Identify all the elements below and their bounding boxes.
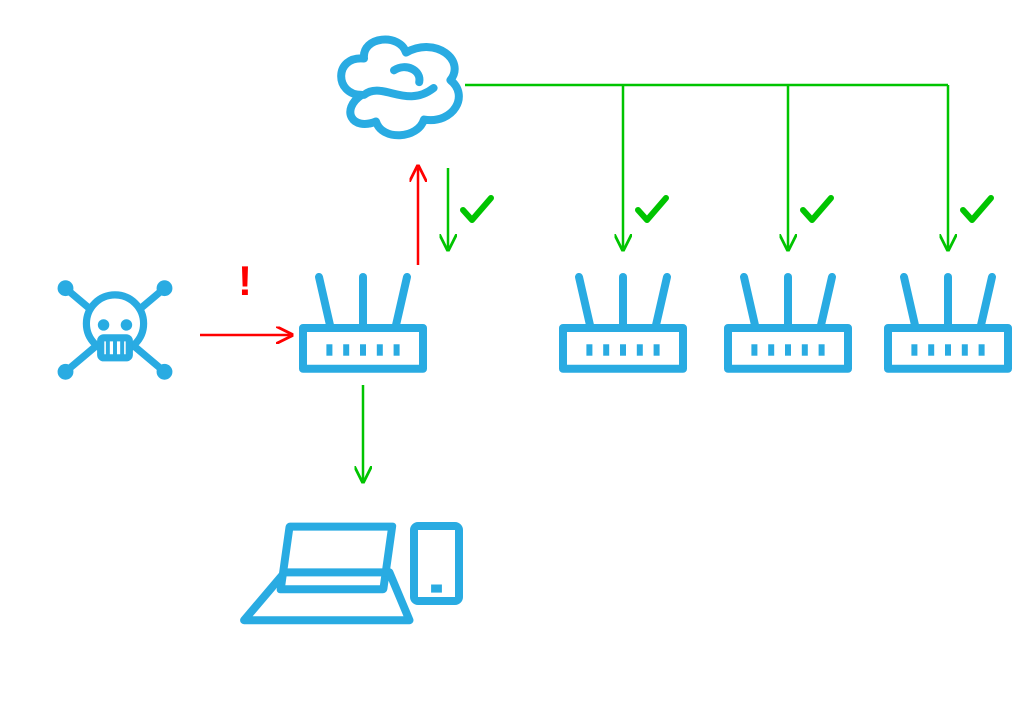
node-router1 (303, 277, 423, 369)
node-brain (341, 40, 459, 136)
node-router2 (563, 277, 683, 369)
diagram-canvas: ! (0, 0, 1024, 705)
node-router4 (888, 277, 1008, 369)
check-icon (803, 198, 831, 220)
check-icon (463, 198, 491, 220)
check-icon (638, 198, 666, 220)
node-skull (58, 280, 173, 379)
alert-exclaim: ! (238, 257, 252, 304)
node-router3 (728, 277, 848, 369)
brain-icon (341, 40, 459, 136)
node-devices (244, 526, 459, 620)
check-icon (963, 198, 991, 220)
laptop-icon (281, 527, 392, 590)
